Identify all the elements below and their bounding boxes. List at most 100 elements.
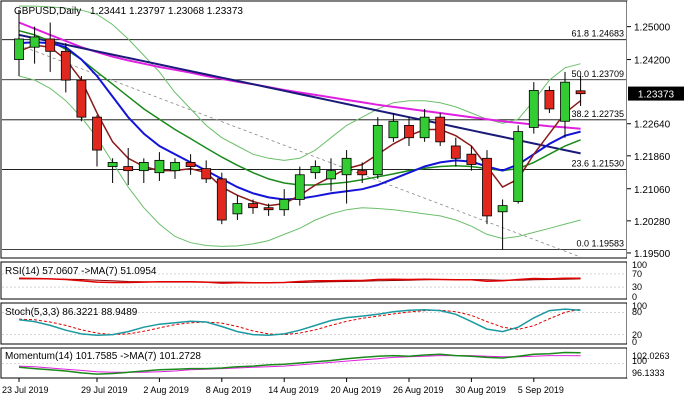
candle[interactable]	[185, 154, 196, 175]
candle-body-bull	[497, 205, 508, 213]
candle[interactable]	[232, 195, 243, 221]
stoch-tick-label: 20	[632, 330, 642, 340]
fib-level-label: 61.8 1.24683	[571, 29, 624, 39]
candle[interactable]	[388, 113, 399, 142]
candle-body-bear	[45, 38, 56, 52]
stoch-panel[interactable]	[0, 302, 628, 345]
momentum-line	[18, 351, 581, 375]
date-tick-label: 8 Aug 2019	[206, 385, 252, 395]
rsi-ma-line	[19, 278, 581, 283]
candle-body-bear	[248, 203, 258, 209]
date-tick-label: 30 Aug 2019	[455, 385, 506, 395]
candle[interactable]	[294, 166, 305, 206]
candle[interactable]	[513, 125, 524, 204]
price-axis	[627, 1, 699, 378]
candle[interactable]	[60, 43, 71, 93]
candle-body-bear	[201, 168, 212, 180]
candle[interactable]	[138, 158, 149, 183]
candle[interactable]	[372, 117, 383, 179]
candle-body-bear	[544, 90, 555, 110]
candle-body-bear	[404, 124, 414, 139]
rsi-tick-label: 100	[632, 260, 647, 270]
candle[interactable]	[466, 145, 477, 171]
fib-level-label: 50.0 1.23709	[571, 69, 624, 79]
candle-body-bull	[29, 36, 40, 48]
candle-body-bull	[279, 199, 290, 211]
momentum-tick-label: 100	[632, 356, 647, 366]
candle[interactable]	[450, 137, 461, 167]
price-tick-label: 1.24200	[634, 56, 671, 67]
candle[interactable]	[107, 158, 118, 183]
date-tick-label: 29 Jul 2019	[81, 385, 128, 395]
candle[interactable]	[154, 152, 165, 181]
candle-body-bear	[450, 145, 461, 159]
candle-body-bull	[138, 162, 149, 172]
candle[interactable]	[404, 117, 414, 146]
candle[interactable]	[170, 158, 180, 179]
candle-body-bull	[154, 159, 165, 174]
candle[interactable]	[216, 172, 227, 225]
candle-body-bear	[76, 79, 87, 118]
candle-body-bear	[466, 153, 477, 165]
rsi-title: RSI(14) 57.0607 ->MA(7) 51.0954	[5, 266, 157, 277]
candle-body-bear	[263, 207, 274, 211]
price-tick-label: 1.22640	[634, 120, 671, 131]
stoch-title: Stoch(5,3,3) 86.3221 88.9489	[5, 307, 138, 318]
date-tick-label: 14 Aug 2019	[268, 385, 319, 395]
sma-long-line	[18, 21, 581, 130]
candle[interactable]	[45, 22, 56, 72]
stoch-tick-label: 100	[632, 301, 647, 311]
current-price-label: 1.23373	[638, 90, 675, 101]
candle-body-bull	[14, 38, 24, 60]
candle[interactable]	[419, 108, 430, 142]
candle[interactable]	[201, 160, 212, 183]
rsi-tick-label: 30	[632, 282, 642, 292]
symbol-label: GBPUSD,Daily	[14, 6, 81, 17]
candle[interactable]	[497, 199, 508, 250]
candle-body-bear	[575, 90, 586, 95]
candle-body-bull	[232, 203, 243, 215]
price-tick-label: 1.25000	[634, 23, 671, 34]
stoch-k-line	[18, 308, 581, 337]
candle-body-bull	[388, 120, 399, 139]
candle-body-bear	[435, 116, 446, 143]
candle[interactable]	[29, 26, 40, 64]
date-tick-label: 26 Aug 2019	[393, 385, 444, 395]
candle-body-bear	[185, 162, 196, 167]
price-tick-label: 1.20280	[634, 217, 671, 228]
candle[interactable]	[326, 158, 336, 192]
candle[interactable]	[341, 150, 352, 204]
candle[interactable]	[310, 160, 321, 179]
candle-body-bear	[482, 157, 492, 217]
candle[interactable]	[560, 71, 570, 138]
candle[interactable]	[248, 199, 258, 214]
candle[interactable]	[92, 115, 102, 167]
momentum-title: Momentum(14) 101.7585 ->MA(7) 101.2728	[5, 351, 201, 362]
candle[interactable]	[357, 162, 368, 183]
candle[interactable]	[482, 150, 492, 225]
candle[interactable]	[544, 86, 555, 114]
candle-body-bull	[294, 174, 305, 200]
candle-body-bull	[326, 170, 336, 180]
candle-body-bull	[419, 116, 430, 139]
candle-body-bull	[107, 162, 118, 167]
candle[interactable]	[263, 203, 274, 216]
candle[interactable]	[279, 189, 290, 216]
date-tick-label: 5 Sep 2019	[518, 385, 564, 395]
candle[interactable]	[14, 10, 24, 77]
candle[interactable]	[435, 113, 446, 146]
candle[interactable]	[528, 82, 539, 134]
candle-body-bear	[216, 178, 227, 221]
candle[interactable]	[76, 76, 87, 122]
trend-line	[18, 33, 581, 155]
stoch-tick-label: 0	[632, 337, 637, 347]
candle[interactable]	[123, 148, 134, 186]
date-tick-label: 23 Jul 2019	[2, 385, 49, 395]
rsi-tick-label: 0	[632, 292, 637, 302]
candle-body-bull	[170, 162, 180, 172]
price-tick-label: 1.19500	[634, 249, 671, 260]
fib-level-label: 38.2 1.22735	[571, 109, 624, 119]
candle[interactable]	[575, 76, 586, 107]
current-price-box	[628, 86, 684, 101]
